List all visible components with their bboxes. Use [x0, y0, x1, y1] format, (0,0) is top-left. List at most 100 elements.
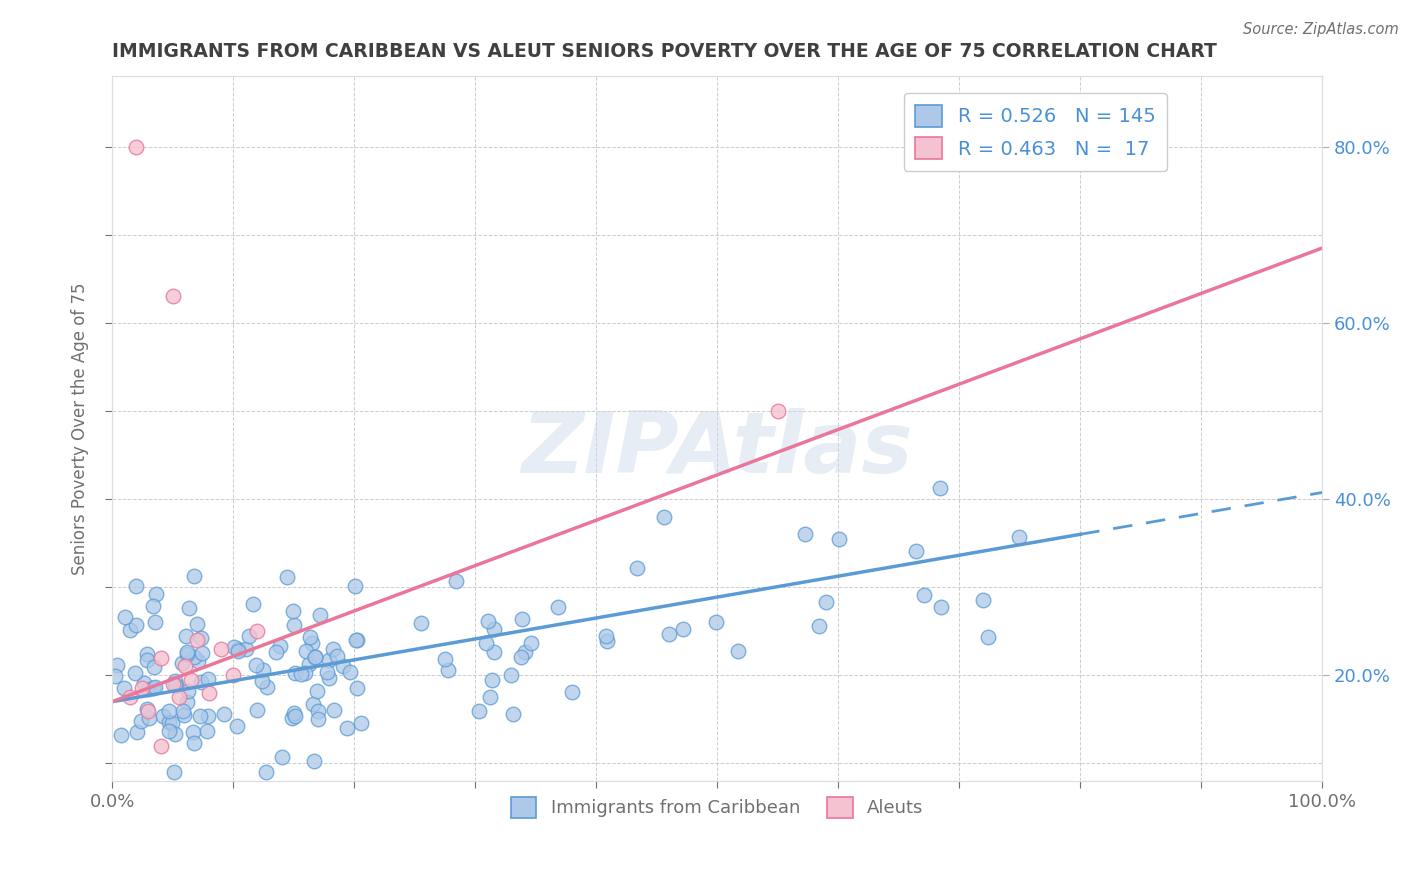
Point [928, 481, 950, 495]
Point [165, 678, 187, 692]
Point [120, 690, 142, 705]
Point [176, 695, 198, 709]
Point [284, 665, 307, 680]
Point [256, 680, 278, 694]
Point [159, 714, 181, 729]
Point [501, 668, 523, 682]
Point [143, 680, 166, 694]
Point [658, 627, 681, 641]
Point [281, 604, 304, 618]
Point [344, 633, 367, 648]
Point [307, 712, 329, 726]
Point [246, 703, 269, 717]
Point [181, 725, 204, 739]
Point [502, 707, 524, 722]
Point [290, 666, 312, 681]
Point [474, 636, 496, 650]
Y-axis label: Seniors Poverty Over the Age of 75: Seniors Poverty Over the Age of 75 [72, 283, 89, 574]
Point [307, 704, 329, 718]
Point [298, 657, 321, 671]
Point [444, 574, 467, 588]
Point [197, 672, 219, 686]
Point [152, 709, 174, 723]
Point [226, 642, 249, 657]
Point [162, 677, 184, 691]
Point [125, 725, 148, 739]
Point [174, 629, 197, 643]
Point [198, 686, 221, 700]
Point [308, 608, 330, 623]
Point [143, 615, 166, 629]
Point [269, 639, 291, 653]
Point [284, 709, 307, 723]
Point [245, 657, 267, 672]
Point [727, 644, 749, 658]
Point [828, 533, 851, 547]
Point [304, 650, 326, 665]
Point [197, 709, 219, 723]
Point [132, 675, 155, 690]
Point [186, 633, 208, 648]
Point [302, 754, 325, 768]
Point [190, 631, 212, 645]
Point [482, 623, 505, 637]
Point [482, 645, 505, 659]
Point [173, 659, 195, 673]
Text: Source: ZipAtlas.com: Source: ZipAtlas.com [1243, 22, 1399, 37]
Point [222, 668, 245, 682]
Text: IMMIGRANTS FROM CARIBBEAN VS ALEUT SENIORS POVERTY OVER THE AGE OF 75 CORRELATIO: IMMIGRANTS FROM CARIBBEAN VS ALEUT SENIO… [112, 42, 1218, 61]
Text: ZIPAtlas: ZIPAtlas [522, 409, 912, 491]
Point [283, 618, 305, 632]
Point [142, 599, 165, 613]
Point [160, 716, 183, 731]
Point [595, 629, 617, 643]
Point [143, 660, 166, 674]
Point [704, 615, 727, 630]
Point [183, 569, 205, 583]
Point [294, 666, 316, 681]
Point [242, 597, 264, 611]
Point [346, 681, 368, 695]
Point [162, 765, 184, 780]
Point [766, 404, 789, 418]
Point [173, 707, 195, 722]
Point [316, 665, 339, 680]
Point [322, 642, 344, 657]
Point [138, 704, 160, 718]
Point [136, 652, 159, 666]
Point [520, 635, 543, 649]
Point [304, 650, 326, 665]
Point [794, 527, 817, 541]
Point [332, 658, 354, 673]
Point [254, 765, 277, 780]
Point [509, 649, 531, 664]
Point [179, 600, 201, 615]
Point [479, 690, 502, 704]
Point [302, 697, 325, 711]
Point [652, 510, 675, 524]
Point [124, 666, 146, 681]
Point [350, 716, 373, 731]
Point [977, 630, 1000, 644]
Point [135, 647, 157, 661]
Point [252, 674, 274, 689]
Point [125, 579, 148, 593]
Point [346, 632, 368, 647]
Point [167, 690, 190, 705]
Point [409, 615, 432, 630]
Point [165, 673, 187, 688]
Point [513, 645, 536, 659]
Point [561, 685, 583, 699]
Point [180, 673, 202, 687]
Point [176, 648, 198, 662]
Point [477, 615, 499, 629]
Point [149, 739, 172, 753]
Point [235, 642, 257, 657]
Point [157, 724, 180, 739]
Point [225, 719, 247, 733]
Point [281, 711, 304, 725]
Point [929, 600, 952, 615]
Point [190, 674, 212, 689]
Point [131, 681, 153, 696]
Point [808, 619, 831, 633]
